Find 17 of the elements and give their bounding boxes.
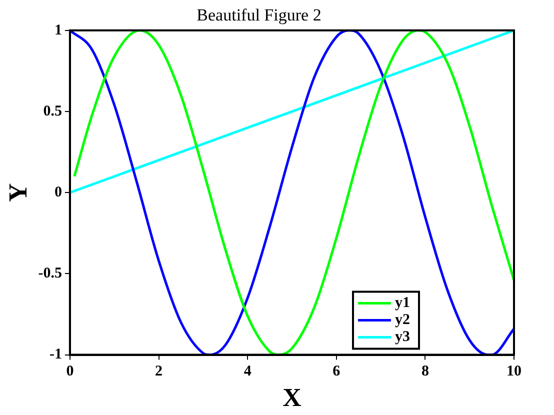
x-tick-label: 0 [66,364,74,380]
y-tick-label: 1 [54,22,62,38]
y-tick-label: -0.5 [38,266,62,282]
y-axis-title: Y [3,182,32,202]
chart-title: Beautiful Figure 2 [196,6,322,25]
x-tick-label: 10 [506,364,522,380]
legend-label: y1 [395,295,410,312]
legend-label: y2 [395,312,410,328]
legend-label: y3 [395,329,410,346]
x-tick-label: 2 [155,364,163,380]
x-tick-label: 4 [244,364,252,380]
y-tick-label: 0.5 [43,103,62,120]
y-tick-label: 0 [54,184,62,200]
x-tick-label: 6 [332,364,341,380]
x-tick-label: 8 [421,364,429,380]
x-axis-title: X [282,383,302,412]
y-tick-label: -1 [49,346,62,363]
